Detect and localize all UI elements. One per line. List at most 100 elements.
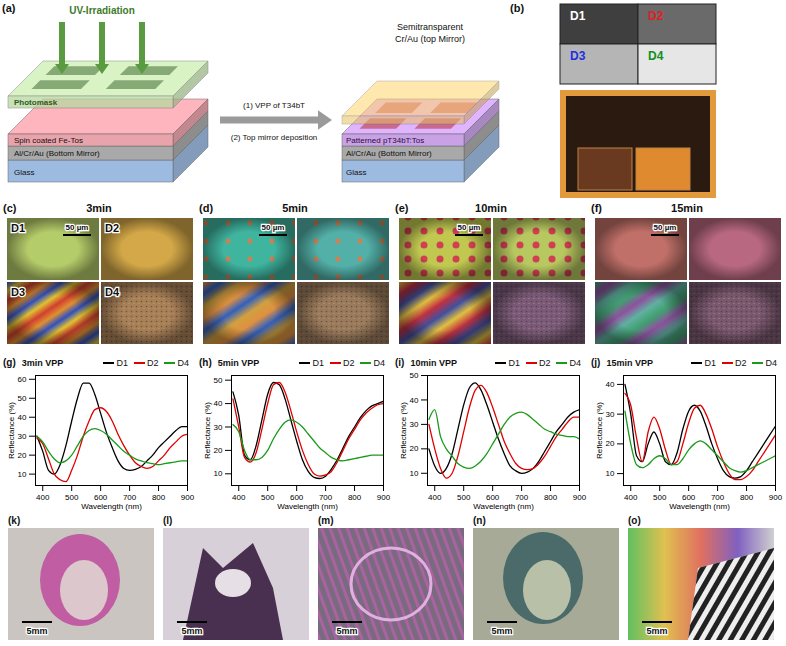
svg-text:30: 30 [18,432,27,441]
svg-text:D1: D1 [570,9,586,23]
svg-text:900: 900 [573,493,587,502]
svg-text:60: 60 [18,375,27,384]
svg-text:20: 20 [606,439,615,448]
svg-text:500: 500 [457,493,471,502]
svg-text:10: 10 [214,469,223,478]
svg-text:D4: D4 [105,286,120,298]
svg-text:(2) Top mirror deposition: (2) Top mirror deposition [231,133,318,142]
svg-text:(f): (f) [591,202,602,214]
svg-text:Al/Cr/Au (Bottom Mirror): Al/Cr/Au (Bottom Mirror) [14,149,100,158]
svg-text:D2: D2 [105,222,119,234]
svg-text:(c): (c) [3,202,17,214]
svg-text:30: 30 [214,423,223,432]
svg-text:D2: D2 [648,9,664,23]
svg-text:Cr/Au (top Mirror): Cr/Au (top Mirror) [395,34,465,44]
html-text:D2: D2 [343,357,355,368]
svg-text:20: 20 [18,451,27,460]
svg-text:Wavelength (nm): Wavelength (nm) [81,502,142,511]
svg-text:800: 800 [544,493,558,502]
svg-text:Glass: Glass [346,168,366,177]
svg-text:900: 900 [377,493,391,502]
svg-text:Spin coated Fe-Tos: Spin coated Fe-Tos [14,136,83,145]
svg-text:5mm: 5mm [181,626,202,636]
svg-text:UV-Irradiation: UV-Irradiation [69,5,135,16]
svg-text:5min: 5min [282,202,308,214]
html-text:5min VPP: 5min VPP [217,357,260,368]
svg-text:D1: D1 [11,222,25,234]
html-text:D1: D1 [116,357,128,368]
svg-text:30: 30 [606,410,615,419]
svg-text:Semitransparent: Semitransparent [397,22,464,32]
svg-text:800: 800 [348,493,362,502]
svg-text:Reflectance (%): Reflectance (%) [203,402,212,459]
svg-text:50 µm: 50 µm [458,223,481,232]
svg-text:50: 50 [410,371,419,380]
svg-text:20: 20 [214,446,223,455]
svg-text:(n): (n) [473,515,486,526]
svg-text:(o): (o) [628,515,641,526]
html-text:3min VPP: 3min VPP [21,357,64,368]
svg-text:900: 900 [181,493,195,502]
html-text:D1: D1 [508,357,520,368]
svg-text:(e): (e) [395,202,409,214]
svg-text:10: 10 [606,469,615,478]
svg-text:10: 10 [410,469,419,478]
svg-text:400: 400 [428,493,442,502]
svg-text:5mm: 5mm [491,626,512,636]
svg-text:(a): (a) [2,2,16,14]
html-text:(h): (h) [199,357,212,368]
svg-text:15min: 15min [671,202,703,214]
svg-text:900: 900 [769,493,783,502]
svg-text:(d): (d) [199,202,213,214]
svg-text:D3: D3 [11,286,25,298]
svg-text:(m): (m) [318,515,334,526]
svg-text:10min: 10min [475,202,507,214]
svg-text:20: 20 [410,444,419,453]
svg-text:Photomask: Photomask [14,98,58,107]
html-text:D4: D4 [373,357,385,368]
html-text:D1: D1 [312,357,324,368]
svg-text:Reflectance (%): Reflectance (%) [7,402,16,459]
svg-text:5mm: 5mm [646,626,667,636]
svg-text:400: 400 [232,493,246,502]
svg-text:10: 10 [18,470,27,479]
svg-text:Patterned pT34bT:Tos: Patterned pT34bT:Tos [346,136,424,145]
svg-text:50 µm: 50 µm [66,223,89,232]
svg-text:800: 800 [740,493,754,502]
svg-text:Wavelength (nm): Wavelength (nm) [473,502,534,511]
svg-text:50 µm: 50 µm [654,223,677,232]
svg-text:D4: D4 [648,49,664,63]
svg-text:Reflectance (%): Reflectance (%) [399,402,408,459]
svg-text:800: 800 [152,493,166,502]
svg-text:Wavelength (nm): Wavelength (nm) [669,502,730,511]
svg-text:(1) VPP of T34bT: (1) VPP of T34bT [243,101,305,110]
svg-text:40: 40 [410,396,419,405]
svg-text:5mm: 5mm [336,626,357,636]
svg-text:Reflectance (%): Reflectance (%) [595,402,604,459]
svg-text:40: 40 [606,380,615,389]
svg-text:500: 500 [653,493,667,502]
svg-text:5mm: 5mm [26,626,47,636]
svg-text:(k): (k) [8,515,20,526]
html-text:(g): (g) [3,357,16,368]
svg-text:Wavelength (nm): Wavelength (nm) [277,502,338,511]
svg-text:40: 40 [214,399,223,408]
html-text:D2: D2 [147,357,159,368]
svg-text:40: 40 [18,413,27,422]
html-text:D4: D4 [177,357,189,368]
svg-text:50: 50 [18,394,27,403]
svg-text:30: 30 [410,420,419,429]
svg-text:50: 50 [214,376,223,385]
svg-text:Glass: Glass [14,168,34,177]
svg-text:(l): (l) [163,515,172,526]
svg-text:400: 400 [624,493,638,502]
svg-text:500: 500 [65,493,79,502]
svg-text:500: 500 [261,493,275,502]
html-text:10min VPP: 10min VPP [410,357,457,368]
svg-text:Al/Cr/Au (Bottom Mirror): Al/Cr/Au (Bottom Mirror) [346,149,432,158]
svg-text:50 µm: 50 µm [262,223,285,232]
svg-text:D3: D3 [570,49,586,63]
svg-text:3min: 3min [86,202,112,214]
svg-text:400: 400 [36,493,50,502]
svg-text:(b): (b) [510,2,524,14]
